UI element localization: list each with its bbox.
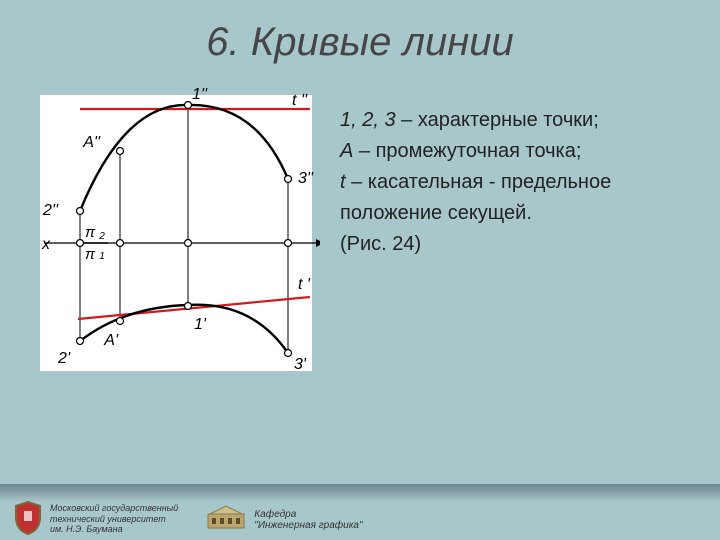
- legend-line-3: t – касательная - предельное положение с…: [340, 167, 700, 229]
- svg-text:π: π: [85, 246, 96, 263]
- svg-text:π: π: [85, 224, 96, 241]
- legend: 1, 2, 3 – характерные точки; A – промежу…: [320, 75, 700, 260]
- projection-figure: x π2π1 t '' t ' 2'' A'' 1'' 3'' 2' A' 1' 3': [20, 75, 320, 385]
- svg-text:x: x: [41, 236, 51, 253]
- footer: Московский государственныйтехнический ун…: [0, 484, 720, 540]
- svg-text:t ': t ': [298, 276, 311, 293]
- svg-text:1: 1: [99, 251, 105, 262]
- svg-text:2': 2': [57, 350, 71, 367]
- svg-text:t '': t '': [292, 92, 308, 109]
- svg-text:A': A': [103, 332, 119, 349]
- svg-text:A'': A'': [82, 134, 101, 151]
- svg-text:2: 2: [98, 231, 105, 242]
- figure-container: x π2π1 t '' t ' 2'' A'' 1'' 3'' 2' A' 1' 3': [20, 75, 320, 390]
- footer-bar: [0, 484, 720, 502]
- svg-text:3'': 3'': [298, 170, 314, 187]
- slide-title: 6. Кривые линии: [0, 20, 720, 65]
- svg-text:3': 3': [294, 356, 307, 373]
- slide: 6. Кривые линии x π2π1 t '' t ' 2'' A'' 1'' 3''…: [0, 0, 720, 540]
- university-name: Московский государственныйтехнический ун…: [50, 503, 178, 534]
- svg-text:2'': 2'': [42, 202, 59, 219]
- svg-text:1': 1': [194, 316, 207, 333]
- university-emblem-icon: [14, 501, 42, 535]
- department-name: Кафедра"Инженерная графика": [254, 509, 362, 532]
- legend-line-2: A – промежуточная точка;: [340, 136, 700, 167]
- legend-line-1: 1, 2, 3 – характерные точки;: [340, 105, 700, 136]
- svg-text:1'': 1'': [192, 86, 208, 103]
- content-row: x π2π1 t '' t ' 2'' A'' 1'' 3'' 2' A' 1' 3' 1, 2, 3…: [0, 75, 720, 390]
- department-emblem-icon: [206, 504, 246, 532]
- legend-line-4: (Рис. 24): [340, 229, 700, 260]
